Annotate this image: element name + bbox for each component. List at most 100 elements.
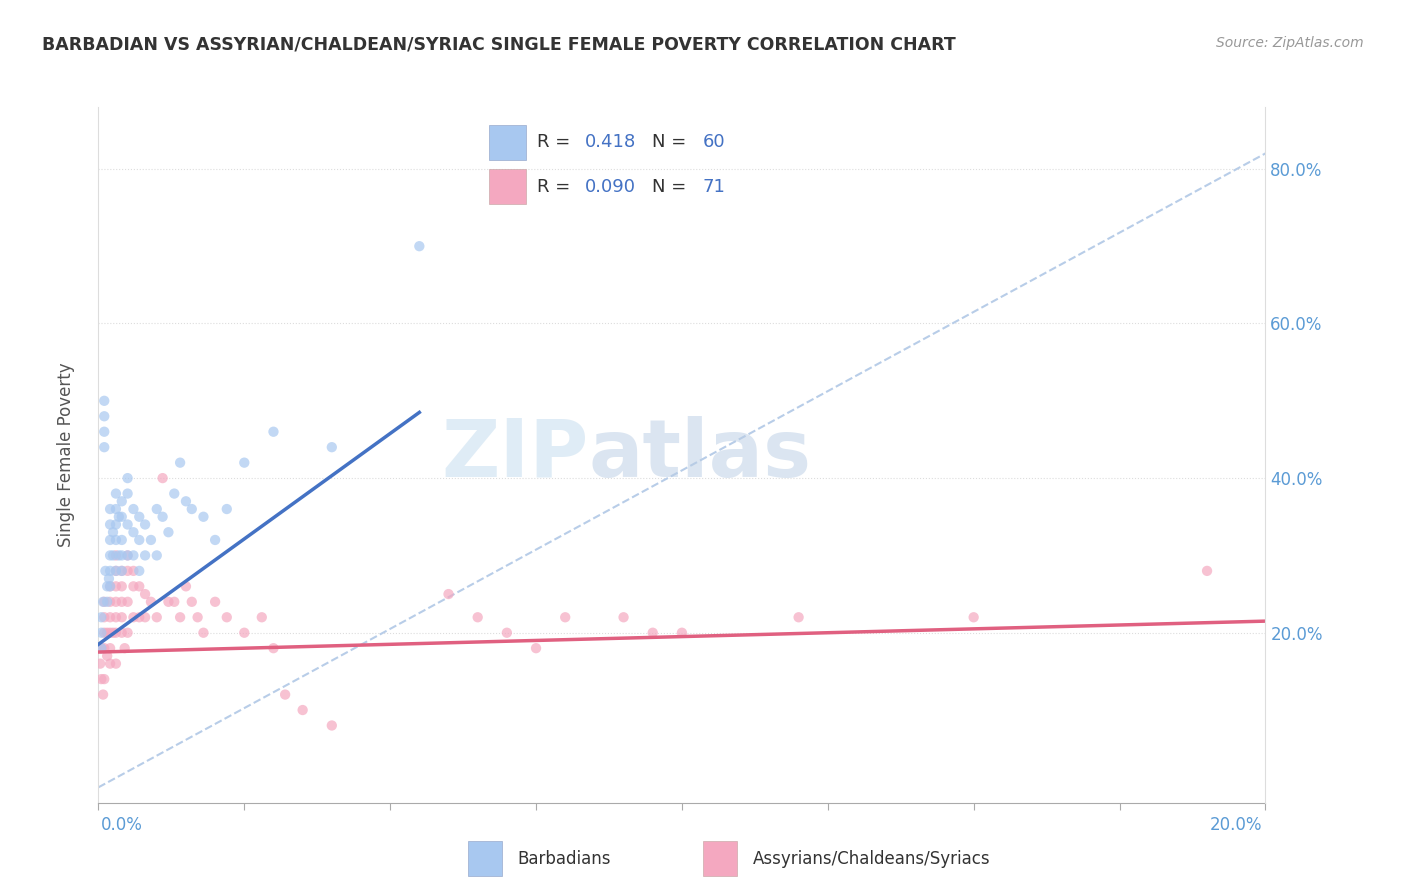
Point [104, 610, 127, 624]
Point [128, 533, 150, 547]
Point [108, 509, 131, 524]
Point [139, 595, 162, 609]
Point [128, 610, 150, 624]
Point [157, 595, 180, 609]
Point [93, 641, 115, 656]
Point [122, 502, 145, 516]
Point [93, 625, 115, 640]
Point [321, 440, 343, 454]
Point [98, 641, 121, 656]
Point [467, 610, 489, 624]
Point [104, 517, 127, 532]
Point [291, 703, 314, 717]
Point [101, 625, 124, 640]
Point [111, 564, 134, 578]
Point [94, 564, 117, 578]
Point [250, 610, 273, 624]
Point [180, 502, 202, 516]
Point [157, 525, 180, 540]
Point [111, 610, 134, 624]
Point [111, 564, 134, 578]
Point [128, 579, 150, 593]
Point [96, 595, 118, 609]
Point [128, 564, 150, 578]
Text: N =: N = [652, 178, 692, 195]
Text: 0.0%: 0.0% [101, 816, 143, 834]
Point [117, 486, 139, 500]
Point [437, 587, 460, 601]
Text: BARBADIAN VS ASSYRIAN/CHALDEAN/SYRIAC SINGLE FEMALE POVERTY CORRELATION CHART: BARBADIAN VS ASSYRIAN/CHALDEAN/SYRIAC SI… [42, 36, 956, 54]
Point [117, 517, 139, 532]
FancyBboxPatch shape [489, 169, 526, 204]
Point [111, 595, 134, 609]
Point [98, 502, 121, 516]
Text: R =: R = [537, 134, 576, 152]
Point [321, 718, 343, 732]
Point [90, 625, 112, 640]
Point [104, 502, 127, 516]
Point [193, 625, 215, 640]
Point [554, 610, 576, 624]
Point [117, 595, 139, 609]
Point [98, 579, 121, 593]
Point [111, 509, 134, 524]
FancyBboxPatch shape [468, 841, 502, 876]
Point [93, 595, 115, 609]
Point [117, 625, 139, 640]
Text: 0.090: 0.090 [585, 178, 636, 195]
Point [671, 625, 693, 640]
Point [101, 549, 124, 563]
FancyBboxPatch shape [489, 125, 526, 161]
Point [104, 549, 127, 563]
Point [180, 595, 202, 609]
Point [104, 564, 127, 578]
Point [111, 533, 134, 547]
Point [204, 533, 226, 547]
Point [962, 610, 984, 624]
Point [104, 486, 127, 500]
Point [146, 549, 169, 563]
Text: ZIP: ZIP [441, 416, 589, 494]
Point [91, 688, 114, 702]
Point [98, 549, 121, 563]
Point [111, 625, 134, 640]
Text: 60: 60 [703, 134, 725, 152]
Point [101, 525, 124, 540]
Point [128, 509, 150, 524]
Point [134, 517, 156, 532]
Point [122, 564, 145, 578]
Point [98, 564, 121, 578]
Point [524, 641, 547, 656]
Point [187, 610, 209, 624]
Point [93, 425, 115, 439]
Point [408, 239, 430, 253]
Point [163, 486, 186, 500]
Text: N =: N = [652, 134, 692, 152]
Point [90, 672, 112, 686]
Point [98, 625, 121, 640]
Text: 0.418: 0.418 [585, 134, 636, 152]
Point [104, 579, 127, 593]
Point [262, 425, 284, 439]
Point [146, 502, 169, 516]
Point [139, 533, 162, 547]
Y-axis label: Single Female Poverty: Single Female Poverty [56, 363, 75, 547]
Point [93, 393, 115, 408]
Point [98, 533, 121, 547]
Point [1195, 564, 1218, 578]
Point [104, 564, 127, 578]
Point [93, 409, 115, 424]
Point [97, 572, 120, 586]
Point [215, 502, 238, 516]
Point [122, 579, 145, 593]
Text: Source: ZipAtlas.com: Source: ZipAtlas.com [1216, 36, 1364, 50]
Text: atlas: atlas [589, 416, 811, 494]
Point [233, 456, 256, 470]
Point [233, 625, 256, 640]
Point [108, 549, 131, 563]
Point [104, 533, 127, 547]
Point [117, 471, 139, 485]
Point [96, 579, 118, 593]
Point [96, 648, 118, 663]
Point [98, 579, 121, 593]
